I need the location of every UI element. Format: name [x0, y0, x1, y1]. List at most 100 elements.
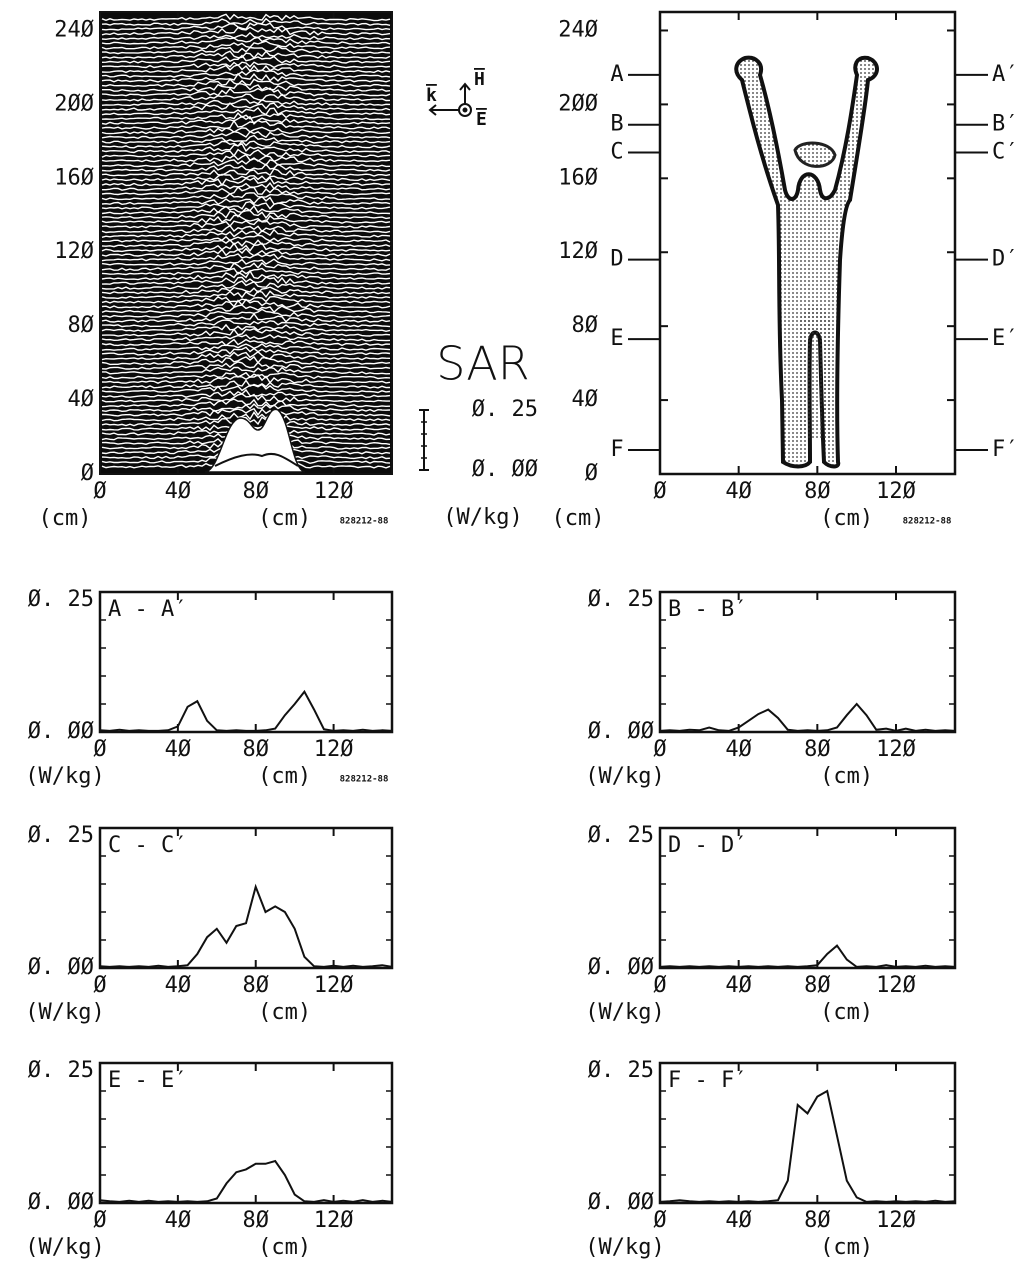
k-vector: k [426, 85, 437, 106]
stamp: 828212-88 [903, 517, 952, 527]
profile-trace [101, 267, 391, 276]
section-label-right: E′ [992, 326, 1017, 351]
section-label: B [610, 112, 623, 137]
section-label-right: C′ [992, 139, 1017, 164]
x-tick-label: Ø [93, 973, 106, 998]
profile-trace [101, 247, 391, 257]
profile-trace [101, 13, 391, 22]
profile-trace [101, 204, 391, 215]
colorbar-unit: (W/kg) [443, 505, 522, 530]
sar-profile [659, 944, 956, 968]
body-figure [734, 55, 879, 469]
profile-trace [101, 192, 391, 201]
profile-trace [101, 142, 391, 154]
e-vector: E [476, 109, 487, 130]
y-tick-label: 24Ø [558, 17, 598, 42]
frame [658, 1061, 957, 1205]
y-tick-label: Ø. ØØ [588, 955, 654, 980]
profile-trace [101, 312, 391, 323]
stamp: 828212-88 [340, 775, 389, 785]
x-tick-label: 4Ø [725, 479, 752, 504]
frame [658, 590, 957, 734]
x-tick-label: Ø [93, 737, 106, 762]
y-tick-label: Ø. 25 [28, 823, 94, 848]
profile-trace [101, 280, 391, 290]
x-tick-label: 8Ø [804, 479, 831, 504]
x-tick-label: 12Ø [876, 1208, 916, 1233]
x-tick-label: 8Ø [804, 973, 831, 998]
section-label: C [610, 139, 623, 164]
profile-trace [101, 173, 391, 182]
y-tick-label: Ø. ØØ [588, 1190, 654, 1215]
profile-trace [101, 238, 391, 248]
profile-trace [101, 323, 391, 333]
profile-trace [101, 416, 391, 427]
profile-trace [101, 17, 391, 26]
profile-trace [101, 22, 391, 31]
x-tick-label: 4Ø [165, 1208, 192, 1233]
y-tick-label: Ø. ØØ [28, 955, 94, 980]
profile-trace [101, 87, 391, 97]
profile-trace [101, 242, 391, 253]
x-unit-label: (cm) [258, 764, 311, 789]
profile-trace [101, 115, 391, 125]
x-unit-label: (cm) [258, 1000, 311, 1025]
stamp: 828212-88 [340, 517, 389, 527]
profile-trace [101, 36, 391, 45]
profile-trace [101, 411, 391, 422]
panel-title: D - D′ [668, 833, 747, 858]
x-tick-label: 12Ø [314, 973, 354, 998]
y-unit-label: (W/kg) [585, 1000, 664, 1025]
y-unit-label: (W/kg) [585, 1235, 664, 1260]
section-label-right: D′ [992, 247, 1017, 272]
y-unit-label: (W/kg) [25, 1235, 104, 1260]
profile-trace [101, 69, 391, 78]
x-unit-label: (cm) [258, 1235, 311, 1260]
y-tick-label: 8Ø [572, 313, 599, 338]
x-tick-label: 8Ø [804, 1208, 831, 1233]
profile-trace [101, 200, 391, 210]
field-vectors [428, 82, 472, 117]
profile-trace [101, 286, 391, 295]
y-tick-label: Ø [81, 461, 94, 486]
profile-trace [101, 361, 391, 370]
frame [98, 1061, 394, 1205]
sar-profile [99, 883, 393, 968]
profile-trace [101, 355, 391, 366]
profile-trace [101, 371, 391, 380]
x-tick-label: 8Ø [242, 479, 269, 504]
profile-trace [101, 45, 391, 55]
profile-peak-inner [214, 452, 299, 467]
section-label: D [610, 247, 623, 272]
profile-trace [102, 407, 391, 417]
x-unit-label: (cm) [820, 506, 873, 531]
x-tick-label: 4Ø [165, 479, 192, 504]
x-tick-label: Ø [653, 737, 666, 762]
y-tick-label: 16Ø [558, 165, 598, 190]
y-tick-label: Ø. ØØ [588, 719, 654, 744]
y-tick-label: 2ØØ [558, 91, 598, 116]
profile-trace [101, 209, 391, 220]
y-tick-label: Ø. 25 [28, 587, 94, 612]
panel-title: A - A′ [108, 597, 187, 622]
y-tick-label: 16Ø [54, 165, 94, 190]
x-tick-label: 4Ø [725, 737, 752, 762]
x-tick-label: 4Ø [165, 737, 192, 762]
profile-trace [101, 269, 391, 281]
y-unit-label: (cm) [39, 506, 92, 531]
profile-trace [101, 157, 391, 168]
profile-trace [101, 228, 391, 238]
profile-trace [102, 82, 391, 92]
profile-trace [101, 163, 391, 172]
x-unit-label: (cm) [820, 1235, 873, 1260]
sar-profile [659, 1089, 956, 1203]
profile-trace [101, 214, 391, 224]
profile-trace [101, 262, 391, 271]
panel-title: E - E′ [108, 1068, 187, 1093]
x-tick-label: Ø [653, 479, 666, 504]
x-tick-label: 12Ø [314, 737, 354, 762]
profile-trace [101, 195, 391, 206]
x-tick-label: 12Ø [876, 479, 916, 504]
profile-trace [101, 168, 391, 177]
x-tick-label: Ø [653, 973, 666, 998]
